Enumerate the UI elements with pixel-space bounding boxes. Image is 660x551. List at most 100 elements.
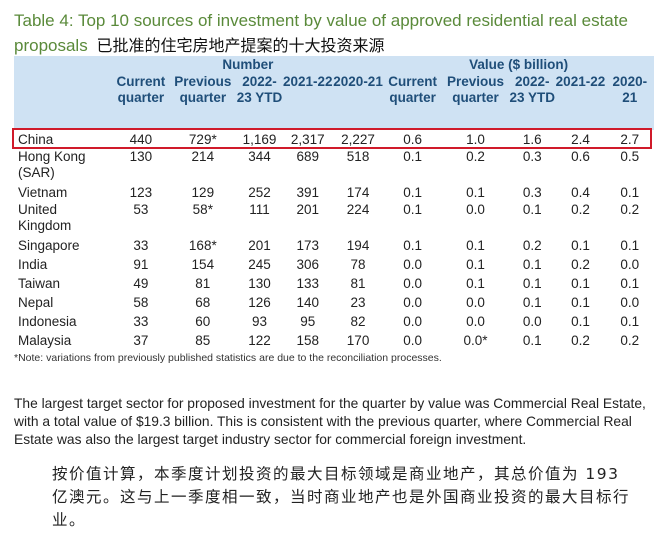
col-header: 2020-21 xyxy=(333,74,383,89)
header-group-row: Number Value ($ billion) xyxy=(14,56,654,74)
table-cell: 126 xyxy=(248,294,271,310)
group-number: Number xyxy=(222,57,274,72)
table-cell: 174 xyxy=(346,184,370,200)
table-cell: 1.0 xyxy=(466,131,485,147)
table-cell: 0.0 xyxy=(466,202,485,217)
table-row: China 440 729* 1,169 2,317 2,227 0.6 1.0 1.6 2.4 2… xyxy=(14,130,654,149)
col-header: 2021-22 xyxy=(282,74,333,89)
table-cell: 0.0 xyxy=(403,294,422,310)
table-cell: 0.1 xyxy=(522,256,542,272)
table-cell: 252 xyxy=(248,184,271,200)
table-cell: 0.0 xyxy=(620,256,640,272)
table-cell: 122 xyxy=(248,332,271,348)
col-header: Previous quarter xyxy=(174,74,232,105)
table-cell: 0.2 xyxy=(571,332,590,348)
table-cell: 2.7 xyxy=(620,131,640,147)
table-cell: 0.2 xyxy=(522,237,542,253)
table-cell: 0.0 xyxy=(466,294,485,310)
table-cell: 133 xyxy=(296,275,319,291)
col-header: Current quarter xyxy=(116,74,166,105)
col-header: 2022-23 YTD xyxy=(236,74,283,105)
table-cell: 0.1 xyxy=(571,275,590,291)
table-cell: 0.2 xyxy=(620,202,640,217)
table-cell: 58 xyxy=(133,294,149,310)
table-cell: 0.1 xyxy=(571,237,590,253)
table-cell: 0.1 xyxy=(522,294,542,310)
table-cell: 95 xyxy=(300,313,316,329)
group-value: Value ($ billion) xyxy=(469,57,569,72)
table-cell: 224 xyxy=(346,202,370,217)
col-header: Current quarter xyxy=(388,74,437,105)
table-row: Nepal 58 68 126 140 23 0.0 0.0 0.1 0.1 0.0 xyxy=(14,293,654,312)
table-cell: 2,227 xyxy=(341,131,375,147)
header-blank xyxy=(14,74,113,130)
table-cell: 0.0 xyxy=(403,256,422,272)
table-cell: 0.6 xyxy=(403,131,422,147)
table-cell: 140 xyxy=(296,294,319,310)
table-cell: 391 xyxy=(296,184,319,200)
table-row: Malaysia 37 85 122 158 170 0.0 0.0* 0.1 0.2 0.2 xyxy=(14,331,654,350)
investment-table: Number Value ($ billion) Current quarter… xyxy=(14,56,654,350)
paragraph-cn: 按价值计算，本季度计划投资的最大目标领域是商业地产，其总价值为 193 亿澳元。… xyxy=(52,465,631,529)
table-cell: 0.3 xyxy=(522,184,542,200)
table-cell: 729* xyxy=(188,131,217,147)
table-cell: 0.1 xyxy=(466,256,485,272)
table-cell: 0.1 xyxy=(571,294,590,310)
col-header: Previous quarter xyxy=(447,74,505,105)
table-cell: 130 xyxy=(248,275,271,291)
col-header: 2021-22 xyxy=(555,74,606,89)
table-cell: 245 xyxy=(248,256,271,272)
table-cell: 689 xyxy=(296,149,319,164)
table-cell: 33 xyxy=(133,313,149,329)
table-cell: 201 xyxy=(296,202,319,217)
country-name: Taiwan xyxy=(18,275,61,291)
table-cell: 93 xyxy=(251,313,267,329)
table-cell: 0.0 xyxy=(620,294,640,310)
table-cell: 0.1 xyxy=(522,332,542,348)
table-cell: 0.1 xyxy=(620,275,640,291)
table-cell: 0.4 xyxy=(571,184,590,200)
table-cell: 58* xyxy=(192,202,213,217)
country-name: Vietnam xyxy=(18,184,68,200)
table-cell: 306 xyxy=(296,256,319,272)
table-cell: 0.1 xyxy=(620,184,640,200)
table-cell: 53 xyxy=(133,202,149,217)
table-cell: 0.1 xyxy=(571,313,590,329)
table-cell: 158 xyxy=(296,332,319,348)
table-cell: 168* xyxy=(188,237,217,253)
table-row: Hong Kong (SAR) 130 214 344 689 518 0.1 0.2 0.3 0… xyxy=(14,149,654,183)
table-cell: 0.1 xyxy=(466,237,485,253)
table-cell: 0.2 xyxy=(620,332,640,348)
table-cell: 37 xyxy=(133,332,149,348)
table-cell: 0.2 xyxy=(571,202,590,217)
table-row: Indonesia 33 60 93 95 82 0.0 0.0 0.0 0.1 0.1 xyxy=(14,312,654,331)
table-cell: 0.1 xyxy=(403,202,422,217)
col-header: 2020-21 xyxy=(612,74,648,105)
table-cell: 0.0* xyxy=(463,332,488,348)
table-cell: 0.0 xyxy=(403,275,422,291)
table-cell: 0.1 xyxy=(403,149,422,164)
paragraph-en: The largest target sector for proposed i… xyxy=(14,396,646,447)
table-cell: 0.1 xyxy=(466,275,485,291)
table-cell: 0.5 xyxy=(620,149,640,164)
table-cell: 0.1 xyxy=(620,237,640,253)
table-cell: 0.2 xyxy=(571,256,590,272)
table-title-cn: 已批准的住宅房地产提案的十大投资来源 xyxy=(96,38,385,55)
country-name: Malaysia xyxy=(18,332,72,348)
table-row: India 91 154 245 306 78 0.0 0.1 0.1 0.2 0.0 xyxy=(14,255,654,274)
table-body: China 440 729* 1,169 2,317 2,227 0.6 1.0 1.6 2.4 2… xyxy=(14,130,654,350)
table-cell: 1.6 xyxy=(522,131,542,147)
country-name: Hong Kong (SAR) xyxy=(18,149,86,180)
table-cell: 344 xyxy=(248,149,271,164)
country-name: Singapore xyxy=(18,237,80,253)
table-cell: 85 xyxy=(195,332,211,348)
country-name: Nepal xyxy=(18,294,54,310)
table-cell: 23 xyxy=(350,294,366,310)
table-cell: 78 xyxy=(350,256,366,272)
header-sub-row: Current quarter Previous quarter 2022-23… xyxy=(14,74,654,130)
table-cell: 1,169 xyxy=(242,131,277,147)
table-cell: 0.1 xyxy=(403,237,422,253)
table-cell: 518 xyxy=(346,149,370,164)
table-cell: 214 xyxy=(191,149,215,164)
table-cell: 111 xyxy=(249,202,270,217)
